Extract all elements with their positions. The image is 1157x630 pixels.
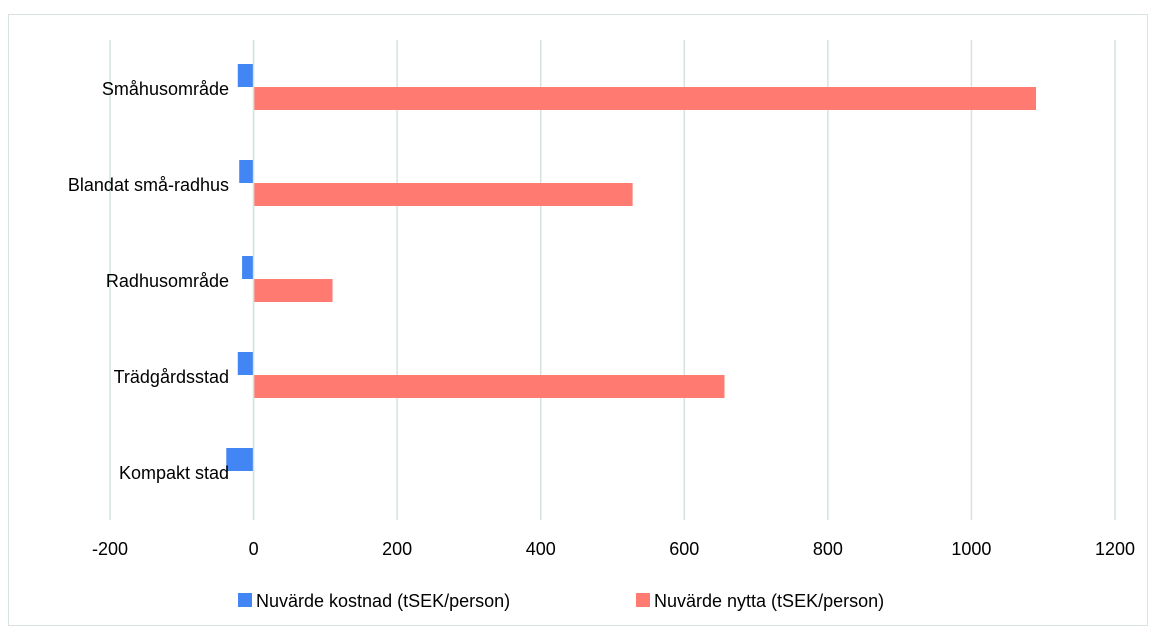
x-tick-label: -200 (92, 539, 128, 559)
category-label: Radhusområde (106, 271, 229, 291)
x-tick-label: 200 (382, 539, 412, 559)
bar-nuvarde-kostnad-tsek-person-tradgardsstad (237, 352, 254, 375)
legend-swatch (238, 593, 252, 607)
x-tick-label: 800 (813, 539, 843, 559)
bars (226, 40, 1037, 520)
bar-nuvarde-kostnad-tsek-person-smahusomrade (237, 64, 254, 87)
legend-item-nuvarde-nytta-tsek-person: Nuvärde nytta (tSEK/person) (636, 591, 884, 611)
bar-nuvarde-nytta-tsek-person-tradgardsstad (253, 375, 725, 398)
x-tick-label: 0 (249, 539, 259, 559)
chart-frame (8, 14, 1148, 626)
legend-label: Nuvärde kostnad (tSEK/person) (256, 591, 510, 611)
x-tick-label: 400 (526, 539, 556, 559)
bar-nuvarde-nytta-tsek-person-radhusomrade (253, 279, 333, 302)
legend-item-nuvarde-kostnad-tsek-person: Nuvärde kostnad (tSEK/person) (238, 591, 510, 611)
category-labels: Småhusområde Blandat små-radhus Radhusområ… (68, 79, 229, 483)
x-tick-label: 1000 (951, 539, 991, 559)
bar-nuvarde-nytta-tsek-person-blandat-sma-radhus (253, 183, 633, 206)
x-tick-label: 1200 (1095, 539, 1135, 559)
category-label: Småhusområde (102, 79, 229, 99)
bar-nuvarde-kostnad-tsek-person-kompakt-stad (226, 448, 254, 471)
legend-label: Nuvärde nytta (tSEK/person) (654, 591, 884, 611)
legend-swatch (636, 593, 650, 607)
bar-nuvarde-kostnad-tsek-person-radhusomrade (242, 256, 254, 279)
category-label: Blandat små-radhus (68, 175, 229, 195)
category-label: Kompakt stad (119, 463, 229, 483)
x-tick-label: 600 (669, 539, 699, 559)
bar-nuvarde-kostnad-tsek-person-blandat-sma-radhus (239, 160, 254, 183)
legend: Nuvärde kostnad (tSEK/person) Nuvärde nyt… (238, 591, 884, 611)
bar-nuvarde-nytta-tsek-person-smahusomrade (253, 87, 1037, 110)
x-axis-ticks: -200 0 200 400 600 800 1000 1200 (92, 539, 1135, 559)
category-label: Trädgårdsstad (114, 367, 229, 387)
